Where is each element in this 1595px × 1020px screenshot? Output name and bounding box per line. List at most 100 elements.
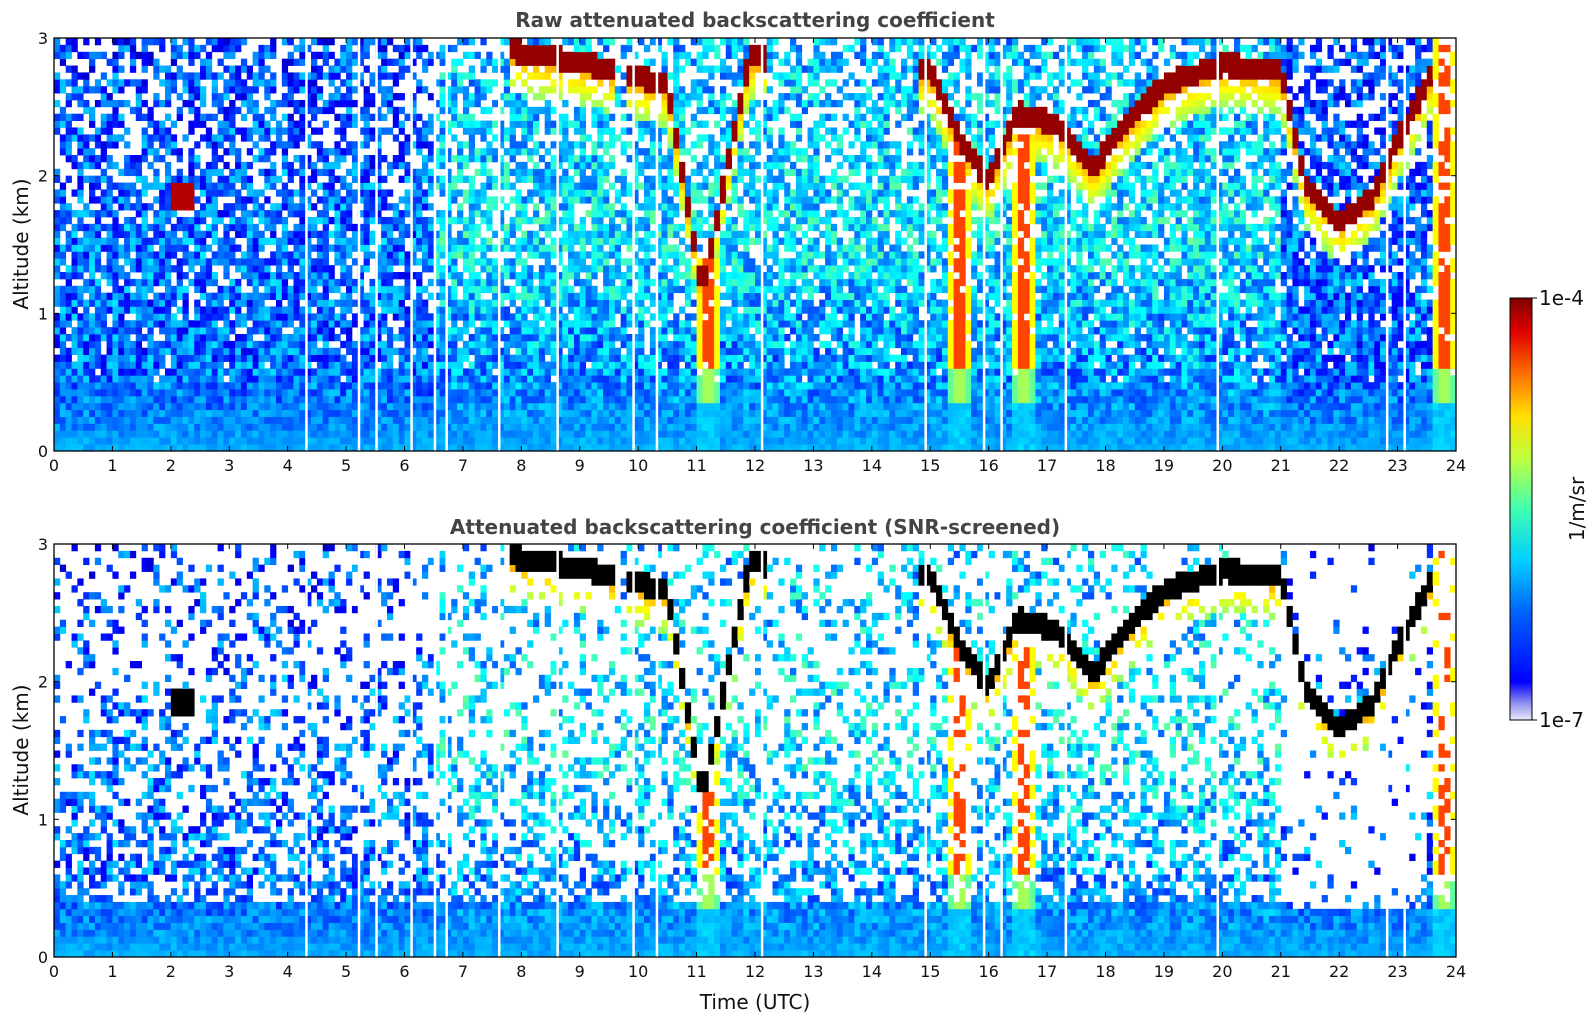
- heatmap-cell: [94, 416, 102, 424]
- heatmap-cell: [468, 175, 475, 183]
- heatmap-cell: [591, 58, 598, 66]
- heatmap-cell: [579, 340, 586, 349]
- heatmap-cell: [205, 306, 213, 314]
- heatmap-cell: [381, 340, 388, 349]
- heatmap-cell: [153, 354, 160, 362]
- heatmap-cell: [503, 354, 511, 362]
- heatmap-cell: [351, 347, 359, 356]
- heatmap-cell: [94, 320, 102, 328]
- heatmap-cell: [603, 168, 610, 177]
- heatmap-cell: [509, 120, 516, 128]
- heatmap-cell: [410, 237, 417, 245]
- heatmap-cell: [457, 38, 464, 46]
- heatmap-cell: [533, 189, 540, 197]
- heatmap-cell: [311, 168, 318, 177]
- heatmap-cell: [112, 141, 119, 149]
- heatmap-cell: [591, 155, 598, 163]
- heatmap-cell: [322, 340, 329, 349]
- heatmap-cell: [112, 361, 119, 369]
- heatmap-cell: [305, 155, 312, 163]
- heatmap-cell: [369, 79, 376, 87]
- heatmap-cell: [620, 444, 627, 451]
- heatmap-cell: [503, 285, 511, 294]
- heatmap-cell: [305, 120, 312, 128]
- heatmap-cell: [322, 106, 329, 115]
- heatmap-cell: [533, 182, 540, 190]
- heatmap-cell: [357, 292, 365, 300]
- heatmap-cell: [474, 292, 481, 300]
- heatmap-cell: [451, 320, 458, 328]
- heatmap-cell: [106, 299, 113, 307]
- heatmap-cell: [322, 444, 329, 451]
- heatmap-cell: [649, 203, 657, 211]
- heatmap-cell: [445, 389, 452, 397]
- heatmap-cell: [381, 127, 388, 135]
- heatmap-cell: [486, 416, 493, 424]
- heatmap-cell: [480, 134, 487, 142]
- heatmap-cell: [287, 93, 294, 101]
- heatmap-cell: [287, 320, 294, 328]
- heatmap-cell: [194, 120, 201, 128]
- heatmap-cell: [644, 161, 651, 170]
- heatmap-cell: [661, 216, 668, 225]
- heatmap-cell: [433, 155, 440, 163]
- heatmap-cell: [281, 416, 289, 424]
- heatmap-cell: [147, 437, 154, 445]
- heatmap-cell: [457, 120, 464, 128]
- heatmap-cell: [597, 210, 604, 218]
- heatmap-cell: [71, 430, 78, 438]
- heatmap-cell: [141, 113, 148, 121]
- heatmap-cell: [644, 375, 651, 383]
- heatmap-cell: [188, 258, 195, 266]
- heatmap-cell: [626, 182, 633, 190]
- heatmap-cell: [164, 299, 172, 307]
- heatmap-cell: [644, 265, 651, 273]
- heatmap-cell: [433, 134, 440, 142]
- heatmap-cell: [293, 189, 300, 197]
- heatmap-cell: [375, 416, 382, 424]
- heatmap-cell: [293, 313, 300, 321]
- heatmap-cell: [363, 106, 370, 115]
- heatmap-cell: [515, 216, 522, 225]
- heatmap-cell: [211, 389, 218, 397]
- heatmap-cell: [427, 168, 435, 177]
- heatmap-cell: [281, 382, 289, 390]
- heatmap-cell: [585, 86, 592, 94]
- heatmap-cell: [211, 230, 218, 239]
- heatmap-cell: [468, 430, 475, 438]
- heatmap-cell: [89, 120, 96, 128]
- heatmap-cell: [649, 395, 657, 404]
- heatmap-cell: [223, 79, 230, 87]
- heatmap-cell: [608, 347, 616, 356]
- heatmap-cell: [632, 79, 639, 87]
- heatmap-cell: [281, 251, 289, 259]
- heatmap-cell: [603, 38, 610, 46]
- heatmap-cell: [620, 306, 627, 314]
- heatmap-cell: [480, 237, 487, 245]
- heatmap-cell: [363, 354, 370, 362]
- heatmap-cell: [509, 196, 516, 204]
- heatmap-cell: [369, 251, 376, 259]
- heatmap-cell: [258, 79, 265, 87]
- heatmap-cell: [252, 313, 259, 321]
- heatmap-cell: [433, 320, 440, 328]
- heatmap-cell: [293, 306, 300, 314]
- heatmap-cell: [462, 175, 470, 183]
- heatmap-cell: [527, 382, 534, 390]
- heatmap-cell: [229, 258, 236, 266]
- heatmap-cell: [556, 375, 563, 383]
- heatmap-cell: [252, 361, 259, 369]
- heatmap-cell: [585, 189, 592, 197]
- heatmap-cell: [644, 127, 651, 135]
- heatmap-cell: [667, 354, 674, 362]
- heatmap-cell: [632, 437, 639, 445]
- heatmap-cell: [427, 320, 435, 328]
- heatmap-cell: [556, 72, 563, 80]
- heatmap-cell: [200, 99, 207, 108]
- heatmap-cell: [451, 327, 458, 335]
- heatmap-cell: [252, 437, 259, 445]
- heatmap-cell: [305, 278, 312, 287]
- heatmap-cell: [164, 86, 172, 94]
- heatmap-cell: [369, 134, 376, 142]
- heatmap-cell: [182, 51, 189, 60]
